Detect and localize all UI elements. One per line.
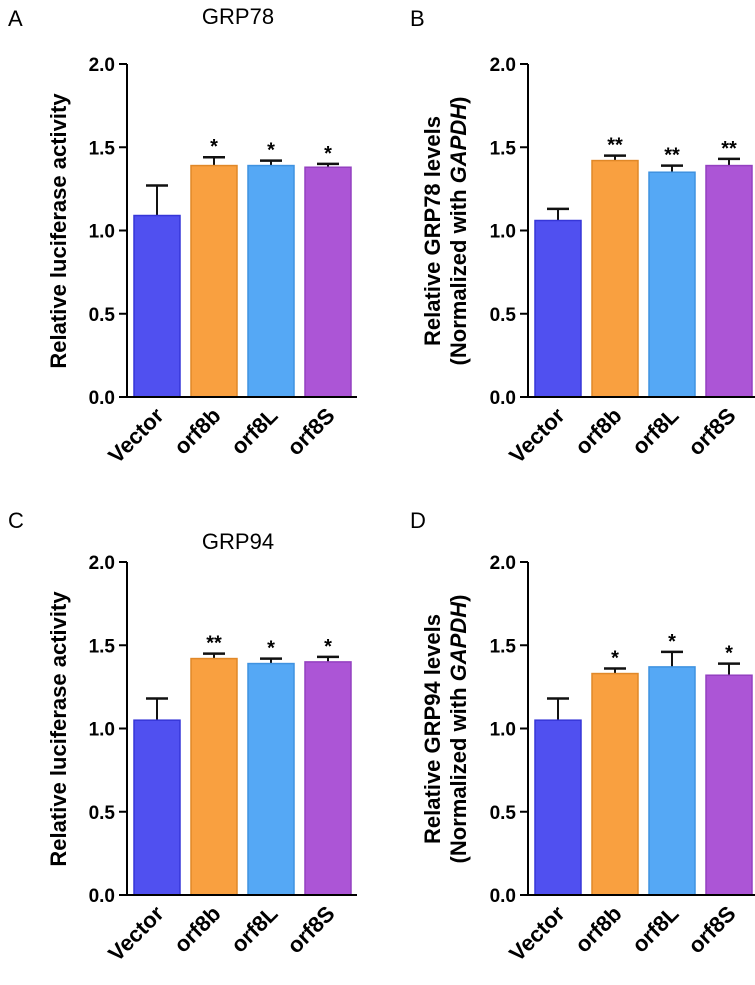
- significance-c-3: *: [324, 636, 332, 658]
- y-tick-label-c-2: 1.0: [89, 720, 115, 741]
- category-label-c-2: orf8L: [226, 901, 283, 958]
- bar-a-orf8l: [247, 164, 295, 398]
- y-axis-label-b-line1: Relative GRP78 levels: [420, 116, 445, 346]
- bar-c-vector: [133, 719, 181, 896]
- category-label-d-3: orf8S: [683, 901, 740, 958]
- chart-panel-c: C GRP94 0.0 0.5 1.0 1.5 2.0 Vector ** orf8b * orf8L…: [8, 508, 357, 966]
- significance-d-1: *: [611, 648, 619, 670]
- bar-a-orf8s: [304, 166, 352, 398]
- significance-b-2: **: [664, 145, 680, 167]
- y-axis-label-b-gene: GAPDH: [446, 103, 471, 184]
- bar-b-orf8s: [705, 164, 753, 398]
- y-tick-label-b-0: 0.0: [490, 388, 516, 409]
- significance-b-3: **: [721, 138, 737, 160]
- bar-b-orf8l: [648, 171, 696, 398]
- significance-a-3: *: [324, 143, 332, 165]
- y-axis-label-a: Relative luciferase activity: [46, 93, 71, 369]
- y-tick-label-c-3: 1.5: [89, 636, 116, 657]
- y-tick-label-c-1: 0.5: [89, 803, 116, 824]
- panel-letter-c: C: [8, 508, 24, 533]
- bar-d-vector: [534, 719, 582, 896]
- category-label-b-0: Vector: [504, 403, 570, 469]
- y-axis-label-d-gene: GAPDH: [446, 601, 471, 682]
- y-tick-label-d-2: 1.0: [490, 720, 516, 741]
- bar-d-orf8b: [591, 672, 639, 896]
- y-axis-label-c: Relative luciferase activity: [46, 591, 71, 867]
- y-tick-label-d-1: 0.5: [490, 803, 517, 824]
- category-label-b-2: orf8L: [627, 403, 684, 460]
- bar-c-orf8b: [190, 657, 238, 896]
- y-tick-label-a-4: 2.0: [89, 55, 115, 76]
- y-tick-label-d-3: 1.5: [490, 636, 517, 657]
- panel-letter-a: A: [8, 6, 23, 31]
- significance-a-1: *: [210, 136, 218, 158]
- chart-panel-d: D 0.0 0.5 1.0 1.5 2.0 Vector * orf8b * orf8L * orf8S…: [410, 508, 755, 966]
- bar-a-orf8b: [190, 164, 238, 398]
- y-axis-label-d-line2-a: (Normalized with: [446, 681, 471, 863]
- y-tick-label-c-0: 0.0: [89, 886, 115, 907]
- y-tick-label-b-2: 1.0: [490, 222, 516, 243]
- chart-title-c: GRP94: [202, 529, 274, 554]
- significance-d-3: *: [725, 643, 733, 665]
- y-tick-label-b-4: 2.0: [490, 55, 516, 76]
- bar-d-orf8s: [705, 674, 753, 896]
- y-tick-label-d-0: 0.0: [490, 886, 516, 907]
- chart-panel-a: A GRP78 0.0 0.5 1.0 1.5 2.0 Vector * orf8b * orf8L *…: [8, 4, 357, 468]
- bar-a-vector: [133, 214, 181, 398]
- category-label-a-0: Vector: [103, 403, 169, 469]
- bar-b-orf8b: [591, 159, 639, 398]
- y-tick-label-a-1: 0.5: [89, 305, 116, 326]
- y-tick-label-a-0: 0.0: [89, 388, 115, 409]
- y-tick-label-d-4: 2.0: [490, 553, 516, 574]
- significance-a-2: *: [267, 140, 275, 162]
- chart-panel-b: B 0.0 0.5 1.0 1.5 2.0 Vector ** orf8b ** orf8L ** or…: [410, 6, 755, 468]
- bar-d-orf8l: [648, 666, 696, 896]
- y-tick-label-b-1: 0.5: [490, 305, 517, 326]
- category-label-a-3: orf8S: [282, 403, 339, 460]
- category-label-c-1: orf8b: [169, 901, 226, 958]
- y-tick-label-a-2: 1.0: [89, 222, 115, 243]
- panel-letter-b: B: [410, 6, 425, 31]
- y-axis-label-d-line1: Relative GRP94 levels: [420, 614, 445, 844]
- panel-letter-d: D: [410, 508, 426, 533]
- y-axis-label-b-line2: (Normalized with GAPDH): [446, 97, 471, 366]
- category-label-a-2: orf8L: [226, 403, 283, 460]
- significance-c-2: *: [267, 638, 275, 660]
- bar-c-orf8s: [304, 661, 352, 896]
- category-label-c-3: orf8S: [282, 901, 339, 958]
- y-axis-label-d-line2: (Normalized with GAPDH): [446, 595, 471, 864]
- significance-c-1: **: [206, 633, 222, 655]
- y-axis-label-b-line2-a: (Normalized with: [446, 183, 471, 365]
- category-label-c-0: Vector: [103, 901, 169, 967]
- significance-d-2: *: [668, 631, 676, 653]
- category-label-b-3: orf8S: [683, 403, 740, 460]
- y-axis-label-d-line2-b: ): [446, 595, 471, 602]
- category-label-d-2: orf8L: [627, 901, 684, 958]
- chart-title-a: GRP78: [202, 4, 274, 29]
- category-label-b-1: orf8b: [570, 403, 627, 460]
- y-tick-label-c-4: 2.0: [89, 553, 115, 574]
- bar-c-orf8l: [247, 662, 295, 896]
- category-label-a-1: orf8b: [169, 403, 226, 460]
- y-axis-label-b-line2-b: ): [446, 97, 471, 104]
- category-label-d-0: Vector: [504, 901, 570, 967]
- y-tick-label-b-3: 1.5: [490, 138, 517, 159]
- bar-b-vector: [534, 219, 582, 398]
- category-label-d-1: orf8b: [570, 901, 627, 958]
- significance-b-1: **: [607, 135, 623, 157]
- y-tick-label-a-3: 1.5: [89, 138, 116, 159]
